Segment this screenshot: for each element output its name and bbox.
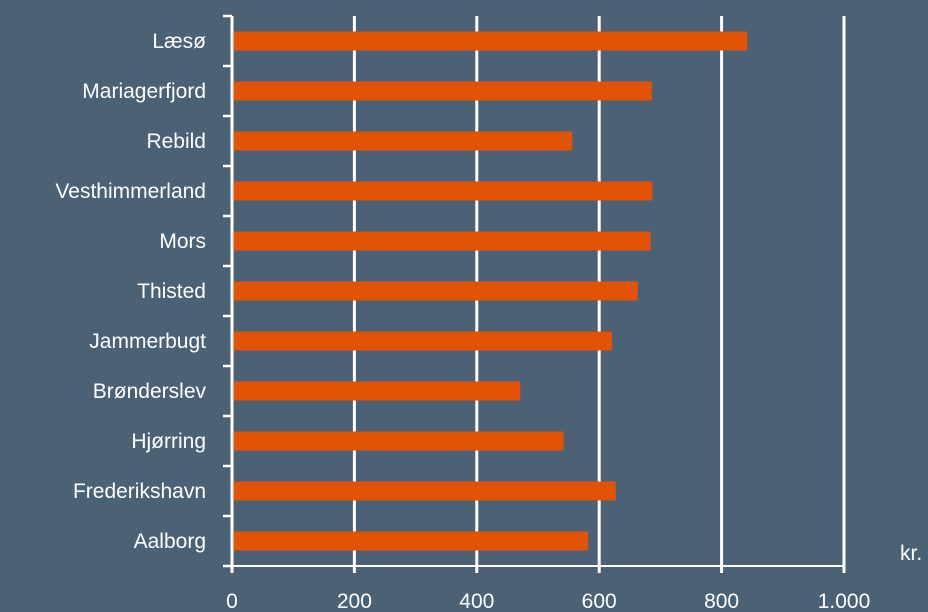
category-label: Rebild	[146, 130, 206, 153]
bar	[232, 331, 613, 351]
category-label: Mariagerfjord	[82, 80, 206, 103]
category-label: Vesthimmerland	[55, 180, 206, 203]
category-label: Læsø	[152, 30, 206, 53]
category-label: Aalborg	[134, 530, 206, 553]
x-unit-label: kr.	[900, 542, 922, 565]
bar	[232, 481, 616, 501]
x-tick-label: 0	[226, 590, 238, 612]
category-label: Mors	[159, 230, 206, 253]
bar	[232, 431, 564, 451]
bar	[232, 31, 748, 51]
bar	[232, 231, 651, 251]
x-tick-label: 1.000	[818, 590, 871, 612]
bars	[232, 31, 748, 551]
category-label: Hjørring	[131, 430, 206, 453]
bar	[232, 381, 521, 401]
x-tick-label: 600	[582, 590, 617, 612]
bar	[232, 181, 653, 201]
bar	[232, 281, 638, 301]
x-tick-label: 400	[459, 590, 494, 612]
x-tick-label: 200	[337, 590, 372, 612]
y-axis	[223, 14, 844, 573]
bar	[232, 81, 652, 101]
x-tick-labels: 0 200 400 600 800 1.000	[226, 590, 870, 612]
category-label: Brønderslev	[93, 380, 207, 403]
x-tick-label: 800	[704, 590, 739, 612]
bar	[232, 531, 589, 551]
category-label: Jammerbugt	[89, 330, 206, 353]
category-label: Thisted	[137, 280, 206, 303]
category-labels: Læsø Mariagerfjord Rebild Vesthimmerland Mor…	[55, 30, 206, 553]
bar	[232, 131, 573, 151]
category-label: Frederikshavn	[73, 480, 206, 503]
